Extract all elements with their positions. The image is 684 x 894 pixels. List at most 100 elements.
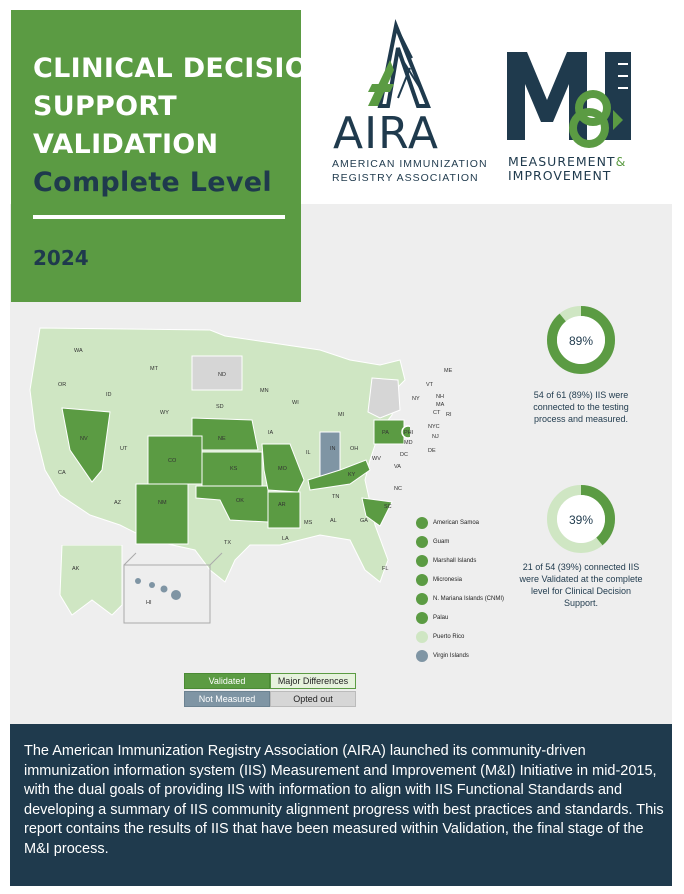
label-ct: CT <box>433 410 441 416</box>
state-hi-4 <box>171 590 181 600</box>
label-wi: WI <box>292 400 299 406</box>
label-co: CO <box>168 458 177 464</box>
state-nv <box>61 407 111 483</box>
label-me: ME <box>444 368 453 374</box>
label-ri: RI <box>446 412 452 418</box>
label-pa: PA <box>382 430 389 436</box>
label-ms: MS <box>304 520 313 526</box>
label-id: ID <box>106 392 112 398</box>
footer-summary: The American Immunization Registry Assoc… <box>10 724 672 886</box>
label-ks: KS <box>230 466 238 472</box>
state-ne <box>191 417 259 451</box>
label-az: AZ <box>114 500 122 506</box>
title-line-3: VALIDATION <box>33 129 219 160</box>
footer-text: The American Immunization Registry Assoc… <box>24 743 664 857</box>
state-hi-1 <box>135 578 141 584</box>
key-not-measured: Not Measured <box>184 691 270 707</box>
donut-connected <box>547 306 615 374</box>
aira-subtitle-1: AMERICAN IMMUNIZATION <box>332 158 488 170</box>
label-ga: GA <box>360 518 368 524</box>
state-ak <box>59 545 123 616</box>
map-inset <box>59 545 223 624</box>
label-mn: MN <box>260 388 269 394</box>
label-ma: MA <box>436 402 445 408</box>
label-al: AL <box>330 518 337 524</box>
label-or: OR <box>58 382 67 388</box>
donut-validated-arc <box>547 485 615 553</box>
title-subtitle: Complete Level <box>33 167 272 198</box>
label-ca: CA <box>58 470 66 476</box>
label-wy: WY <box>160 410 169 416</box>
label-va: VA <box>394 464 401 470</box>
label-ar: AR <box>278 502 286 508</box>
label-mo: MO <box>278 466 287 472</box>
label-dc: DC <box>400 452 408 458</box>
label-la: LA <box>282 536 289 542</box>
city-phi <box>401 425 410 439</box>
label-phi: PHI <box>404 430 414 436</box>
mi-subtitle-1: MEASUREMENT& <box>508 154 627 169</box>
state-nm <box>135 483 189 545</box>
stat-connected-text: 54 of 61 (89%) IIS were connected to the… <box>533 390 629 424</box>
label-ia: IA <box>268 430 274 436</box>
label-nj: NJ <box>432 434 439 440</box>
key-opted-out: Opted out <box>270 691 356 707</box>
aira-subtitle-2: REGISTRY ASSOCIATION <box>332 172 479 184</box>
donut-connected-percent: 89% <box>568 334 594 348</box>
label-hi: HI <box>146 600 152 606</box>
label-sd: SD <box>216 404 224 410</box>
aira-wordmark: AIRA <box>333 108 439 159</box>
label-de: DE <box>428 448 436 454</box>
label-md: MD <box>404 440 413 446</box>
state-nd <box>191 355 243 391</box>
report-year: 2024 <box>33 246 89 270</box>
donut-connected-arc <box>547 306 615 374</box>
title-block: CLINICAL DECISION SUPPORT VALIDATION Com… <box>11 10 331 302</box>
label-sc: SC <box>384 504 392 510</box>
label-ut: UT <box>120 446 128 452</box>
label-vt: VT <box>426 382 434 388</box>
label-wa: WA <box>74 348 83 354</box>
inset-box <box>123 564 211 624</box>
title-line-2: SUPPORT <box>33 91 177 122</box>
label-mi: MI <box>338 412 345 418</box>
label-ne: NE <box>218 436 226 442</box>
aira-logo-icon <box>368 19 431 108</box>
label-nm: NM <box>158 500 167 506</box>
state-ks <box>201 451 263 487</box>
label-nc: NC <box>394 486 402 492</box>
label-oh: OH <box>350 446 359 452</box>
state-pa <box>373 419 405 445</box>
state-hi-2 <box>149 582 155 588</box>
label-wv: WV <box>372 456 381 462</box>
state-ky <box>307 459 371 491</box>
label-ok: OK <box>236 498 244 504</box>
key-validated: Validated <box>184 673 270 689</box>
label-tn: TN <box>332 494 340 500</box>
label-in: IN <box>330 446 336 452</box>
label-nyc: NYC <box>428 424 440 430</box>
donut-validated-percent: 39% <box>568 513 594 527</box>
label-nv: NV <box>80 436 88 442</box>
state-ar <box>267 491 301 529</box>
label-nd: ND <box>218 372 226 378</box>
state-co <box>147 435 203 485</box>
stat-validated-text: 21 of 54 (39%) connected IIS were Valida… <box>519 562 643 608</box>
state-sc <box>361 497 393 527</box>
label-ky: KY <box>348 472 356 478</box>
mi-logo-icon <box>507 52 631 148</box>
label-ny: NY <box>412 396 420 402</box>
state-ny <box>367 377 401 419</box>
us-map <box>29 327 410 583</box>
title-line-1: CLINICAL DECISION <box>33 53 331 84</box>
title-divider <box>33 215 285 219</box>
label-tx: TX <box>224 540 232 546</box>
label-nh: NH <box>436 394 444 400</box>
label-fl: FL <box>382 566 389 572</box>
key-major-differences: Major Differences <box>270 673 356 689</box>
label-mt: MT <box>150 366 158 372</box>
label-il: IL <box>306 450 311 456</box>
state-hi-3 <box>160 585 168 593</box>
label-ak: AK <box>72 566 80 572</box>
donut-validated <box>547 485 615 553</box>
